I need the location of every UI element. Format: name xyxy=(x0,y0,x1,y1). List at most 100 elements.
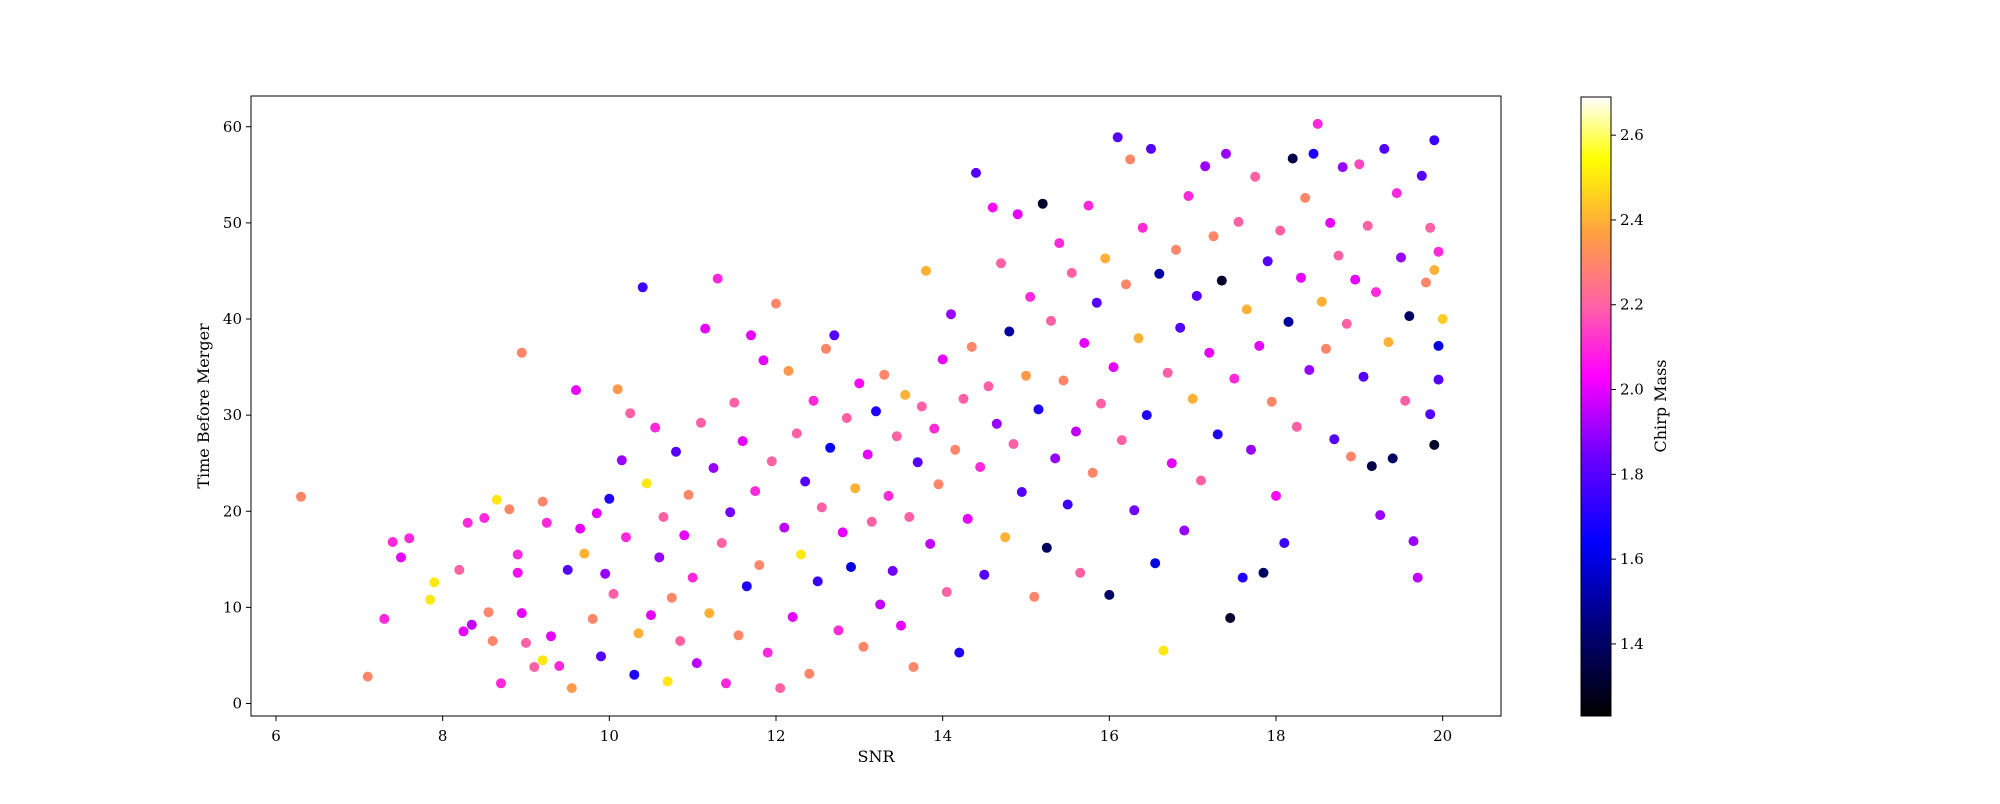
data-point xyxy=(1254,340,1265,351)
data-point xyxy=(425,594,436,605)
data-point xyxy=(666,592,677,603)
data-point xyxy=(1179,525,1190,536)
data-point xyxy=(616,455,627,466)
data-point xyxy=(1396,252,1406,263)
data-point xyxy=(1046,315,1056,326)
data-point xyxy=(1016,487,1027,497)
data-point xyxy=(1375,510,1386,521)
data-point xyxy=(1212,429,1223,440)
data-point xyxy=(1287,153,1298,164)
data-point xyxy=(983,381,994,392)
data-point xyxy=(800,476,811,487)
data-point xyxy=(512,567,523,578)
data-point xyxy=(600,568,611,579)
data-point xyxy=(754,560,765,571)
x-tick-label: 10 xyxy=(600,727,619,745)
data-point xyxy=(875,599,886,610)
data-point xyxy=(1191,290,1202,301)
y-axis-label: Time Before Merger xyxy=(194,323,213,489)
data-point xyxy=(571,385,581,396)
colorbar-tick-label: 1.6 xyxy=(1620,550,1644,568)
data-point xyxy=(758,355,769,366)
data-point xyxy=(575,523,586,534)
data-point xyxy=(1271,490,1281,501)
data-point xyxy=(725,507,736,518)
y-tick-label: 20 xyxy=(223,502,242,520)
data-point xyxy=(1262,256,1273,267)
data-point xyxy=(691,658,702,669)
data-point xyxy=(1283,316,1294,327)
data-point xyxy=(1050,453,1061,464)
data-point xyxy=(883,490,894,501)
data-point xyxy=(816,502,827,513)
data-point xyxy=(537,496,548,507)
data-point xyxy=(608,588,619,599)
data-point xyxy=(775,683,786,694)
data-point xyxy=(1083,200,1094,211)
data-point xyxy=(787,612,798,622)
data-point xyxy=(654,552,665,563)
data-point xyxy=(700,323,711,334)
x-axis-label: SNR xyxy=(857,747,895,766)
data-point xyxy=(296,491,306,502)
data-point xyxy=(1304,365,1315,375)
data-point xyxy=(841,413,852,423)
data-point xyxy=(1379,143,1390,154)
data-point xyxy=(900,389,911,400)
data-point xyxy=(1037,198,1048,209)
data-point xyxy=(1433,340,1444,351)
data-point xyxy=(825,442,836,453)
data-point xyxy=(933,479,944,490)
data-point xyxy=(1433,246,1444,257)
data-point xyxy=(696,417,706,428)
plot-frame xyxy=(250,95,1502,717)
data-point xyxy=(712,273,723,284)
x-tick-label: 8 xyxy=(438,727,448,745)
data-point xyxy=(733,630,744,641)
data-point xyxy=(858,641,869,652)
data-point xyxy=(791,428,802,439)
data-point xyxy=(1371,287,1381,298)
data-point xyxy=(1141,410,1152,421)
data-point xyxy=(1412,572,1423,583)
data-point xyxy=(762,647,773,658)
data-point xyxy=(808,395,819,406)
data-point xyxy=(908,662,919,672)
data-point xyxy=(579,548,590,559)
data-point xyxy=(975,462,986,472)
data-point xyxy=(1021,370,1031,381)
data-point xyxy=(1137,222,1148,233)
data-point xyxy=(671,446,681,457)
data-point xyxy=(1429,265,1440,275)
data-point xyxy=(454,564,465,575)
data-point xyxy=(1104,589,1115,600)
data-point xyxy=(1425,409,1436,420)
data-point xyxy=(708,463,719,473)
data-point xyxy=(804,668,815,679)
data-point xyxy=(1066,267,1077,278)
x-tick-label: 14 xyxy=(933,727,952,745)
data-point xyxy=(996,258,1006,269)
data-point xyxy=(716,538,727,548)
data-point xyxy=(866,516,877,527)
data-point xyxy=(429,577,440,588)
data-point xyxy=(704,608,715,619)
data-point xyxy=(1171,244,1181,255)
data-point xyxy=(504,504,515,515)
data-point xyxy=(1266,396,1277,407)
data-point xyxy=(1275,225,1286,236)
data-point xyxy=(766,456,777,467)
data-point xyxy=(854,378,865,389)
data-point xyxy=(1237,572,1248,583)
data-point xyxy=(987,202,998,213)
data-point xyxy=(1400,395,1411,406)
data-point xyxy=(1221,148,1231,159)
colorbar-tick-label: 2.2 xyxy=(1620,296,1644,314)
data-point xyxy=(1150,558,1161,569)
data-point xyxy=(662,676,673,687)
data-point xyxy=(462,517,473,528)
data-point xyxy=(1362,220,1373,231)
data-point xyxy=(921,265,931,276)
y-tick-label: 10 xyxy=(223,598,242,616)
data-point xyxy=(1429,439,1440,450)
